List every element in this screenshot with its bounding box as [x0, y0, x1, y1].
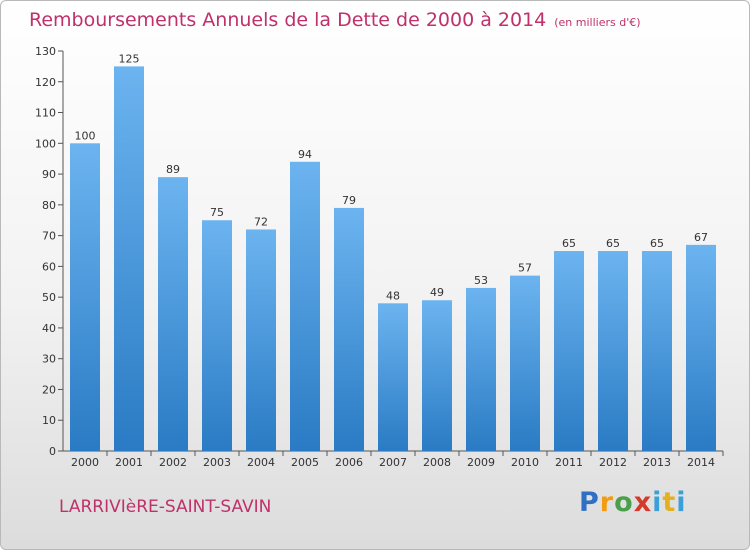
bar-2005 — [290, 161, 320, 451]
data-label: 65 — [606, 237, 620, 250]
bar-2009 — [466, 287, 496, 451]
y-axis: 0 10 20 30 40 50 60 70 80 90 100 110 120 130 — [35, 45, 64, 458]
x-axis: 2000 2001 2002 2003 2004 2005 2006 2007 2008 2009… — [63, 450, 724, 469]
bar-2012 — [598, 251, 628, 451]
data-label: 72 — [254, 215, 268, 228]
x-tick-label: 2011 — [555, 456, 583, 469]
chart-title: Remboursements Annuels de la Dette de 20… — [29, 9, 641, 31]
data-label: 75 — [210, 206, 224, 219]
bar-2011 — [554, 251, 584, 451]
data-label: 65 — [650, 237, 664, 250]
y-tick-label: 90 — [42, 168, 56, 181]
bar-2013 — [642, 251, 672, 451]
data-label: 100 — [75, 129, 96, 142]
x-tick-label: 2010 — [511, 456, 539, 469]
y-tick-label: 10 — [42, 414, 56, 427]
x-tick-label: 2006 — [335, 456, 363, 469]
x-tick-label: 2008 — [423, 456, 451, 469]
data-label: 94 — [298, 148, 312, 161]
x-tick-label: 2012 — [599, 456, 627, 469]
commune-name: LARRIVIèRE-SAINT-SAVIN — [59, 497, 272, 517]
x-tick-label: 2003 — [203, 456, 231, 469]
chart-unit: (en milliers d'€) — [554, 16, 641, 29]
bar-2010 — [510, 275, 540, 451]
y-tick-label: 40 — [42, 322, 56, 335]
bar-2014 — [686, 244, 716, 451]
x-tick-label: 2013 — [643, 456, 671, 469]
bar-2000 — [70, 143, 100, 452]
bar-2001 — [114, 66, 144, 451]
data-label: 65 — [562, 237, 576, 250]
x-tick-label: 2000 — [71, 456, 99, 469]
x-tick-label: 2005 — [291, 456, 319, 469]
data-label: 53 — [474, 274, 488, 287]
x-tick-label: 2004 — [247, 456, 275, 469]
y-tick-label: 80 — [42, 199, 56, 212]
chart-title-text: Remboursements Annuels de la Dette de 20… — [29, 9, 547, 31]
x-tick-label: 2001 — [115, 456, 143, 469]
proxiti-logo: Proxiti — [579, 487, 687, 518]
data-label: 49 — [430, 286, 444, 299]
y-tick-label: 100 — [35, 137, 56, 150]
bars: 100 125 89 75 72 94 79 48 49 53 57 65 65 65 67 — [70, 52, 716, 452]
y-tick-label: 20 — [42, 383, 56, 396]
y-tick-label: 120 — [35, 76, 56, 89]
data-label: 57 — [518, 262, 532, 275]
x-tick-label: 2014 — [687, 456, 715, 469]
y-tick-label: 130 — [35, 45, 56, 58]
bar-2003 — [202, 220, 232, 451]
x-tick-label: 2002 — [159, 456, 187, 469]
y-tick-label: 60 — [42, 260, 56, 273]
bar-2007 — [378, 303, 408, 451]
bar-2002 — [158, 177, 188, 451]
bar-2008 — [422, 300, 452, 451]
y-tick-label: 50 — [42, 291, 56, 304]
y-tick-label: 30 — [42, 353, 56, 366]
x-tick-label: 2007 — [379, 456, 407, 469]
data-label: 79 — [342, 194, 356, 207]
bar-2004 — [246, 229, 276, 451]
data-label: 125 — [119, 52, 140, 65]
data-label: 89 — [166, 163, 180, 176]
data-label: 48 — [386, 289, 400, 302]
data-label: 67 — [694, 231, 708, 244]
bar-2006 — [334, 207, 364, 451]
x-tick-label: 2009 — [467, 456, 495, 469]
y-tick-label: 70 — [42, 230, 56, 243]
y-tick-label: 0 — [49, 445, 56, 458]
y-tick-label: 110 — [35, 107, 56, 120]
